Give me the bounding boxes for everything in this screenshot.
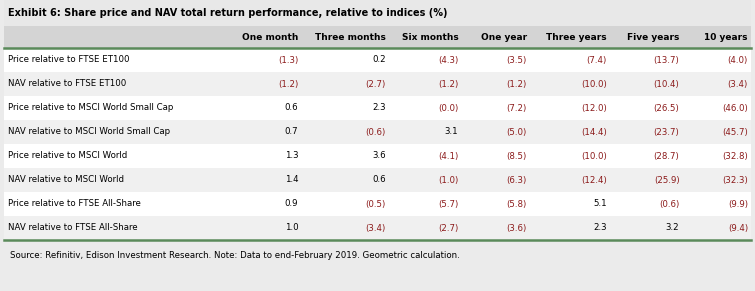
Bar bbox=[4, 0, 751, 26]
Bar bbox=[4, 240, 751, 270]
Text: 3.1: 3.1 bbox=[445, 127, 458, 136]
Text: (3.6): (3.6) bbox=[507, 223, 527, 233]
Text: NAV relative to FTSE All-Share: NAV relative to FTSE All-Share bbox=[8, 223, 137, 233]
Text: (3.5): (3.5) bbox=[507, 56, 527, 65]
Text: (3.4): (3.4) bbox=[728, 79, 748, 88]
Text: Price relative to FTSE All-Share: Price relative to FTSE All-Share bbox=[8, 200, 141, 208]
Text: (8.5): (8.5) bbox=[507, 152, 527, 161]
Text: (0.6): (0.6) bbox=[365, 127, 386, 136]
Text: 3.2: 3.2 bbox=[666, 223, 680, 233]
Text: (28.7): (28.7) bbox=[654, 152, 680, 161]
Text: (5.7): (5.7) bbox=[438, 200, 458, 208]
Text: (7.4): (7.4) bbox=[587, 56, 607, 65]
Text: (23.7): (23.7) bbox=[654, 127, 680, 136]
Text: NAV relative to FTSE ET100: NAV relative to FTSE ET100 bbox=[8, 79, 126, 88]
Text: One month: One month bbox=[242, 33, 298, 42]
Text: 2.3: 2.3 bbox=[593, 223, 607, 233]
Bar bbox=[4, 144, 751, 168]
Text: Exhibit 6: Share price and NAV total return performance, relative to indices (%): Exhibit 6: Share price and NAV total ret… bbox=[8, 8, 448, 18]
Text: NAV relative to MSCI World: NAV relative to MSCI World bbox=[8, 175, 124, 184]
Text: (1.2): (1.2) bbox=[278, 79, 298, 88]
Text: 3.6: 3.6 bbox=[372, 152, 386, 161]
Text: (0.0): (0.0) bbox=[438, 104, 458, 113]
Text: Price relative to FTSE ET100: Price relative to FTSE ET100 bbox=[8, 56, 130, 65]
Text: (10.4): (10.4) bbox=[654, 79, 680, 88]
Text: 1.4: 1.4 bbox=[285, 175, 298, 184]
Bar bbox=[4, 168, 751, 192]
Text: Three years: Three years bbox=[547, 33, 607, 42]
Text: 1.3: 1.3 bbox=[285, 152, 298, 161]
Text: (25.9): (25.9) bbox=[654, 175, 680, 184]
Text: (0.6): (0.6) bbox=[659, 200, 680, 208]
Text: (4.3): (4.3) bbox=[438, 56, 458, 65]
Text: (32.8): (32.8) bbox=[723, 152, 748, 161]
Text: (26.5): (26.5) bbox=[654, 104, 680, 113]
Text: (0.5): (0.5) bbox=[365, 200, 386, 208]
Text: Six months: Six months bbox=[402, 33, 458, 42]
Text: (1.2): (1.2) bbox=[438, 79, 458, 88]
Text: One year: One year bbox=[481, 33, 527, 42]
Text: (7.2): (7.2) bbox=[507, 104, 527, 113]
Text: (9.4): (9.4) bbox=[728, 223, 748, 233]
Text: 0.2: 0.2 bbox=[372, 56, 386, 65]
Text: (12.4): (12.4) bbox=[581, 175, 607, 184]
Text: (14.4): (14.4) bbox=[581, 127, 607, 136]
Text: Price relative to MSCI World: Price relative to MSCI World bbox=[8, 152, 128, 161]
Text: Five years: Five years bbox=[627, 33, 680, 42]
Bar bbox=[4, 48, 751, 72]
Text: (4.1): (4.1) bbox=[438, 152, 458, 161]
Text: (10.0): (10.0) bbox=[581, 79, 607, 88]
Bar bbox=[4, 192, 751, 216]
Text: (5.0): (5.0) bbox=[507, 127, 527, 136]
Text: (45.7): (45.7) bbox=[723, 127, 748, 136]
Text: (2.7): (2.7) bbox=[438, 223, 458, 233]
Bar bbox=[4, 26, 751, 48]
Text: (1.2): (1.2) bbox=[507, 79, 527, 88]
Text: Source: Refinitiv, Edison Investment Research. Note: Data to end-February 2019. : Source: Refinitiv, Edison Investment Res… bbox=[10, 251, 460, 260]
Text: (1.3): (1.3) bbox=[278, 56, 298, 65]
Text: 0.6: 0.6 bbox=[285, 104, 298, 113]
Text: (4.0): (4.0) bbox=[728, 56, 748, 65]
Bar bbox=[4, 216, 751, 240]
Bar bbox=[4, 96, 751, 120]
Text: 5.1: 5.1 bbox=[593, 200, 607, 208]
Text: (1.0): (1.0) bbox=[438, 175, 458, 184]
Text: (2.7): (2.7) bbox=[365, 79, 386, 88]
Text: 0.9: 0.9 bbox=[285, 200, 298, 208]
Text: (12.0): (12.0) bbox=[581, 104, 607, 113]
Text: Price relative to MSCI World Small Cap: Price relative to MSCI World Small Cap bbox=[8, 104, 174, 113]
Text: (10.0): (10.0) bbox=[581, 152, 607, 161]
Text: Three months: Three months bbox=[315, 33, 386, 42]
Text: (32.3): (32.3) bbox=[723, 175, 748, 184]
Text: (3.4): (3.4) bbox=[365, 223, 386, 233]
Text: (46.0): (46.0) bbox=[723, 104, 748, 113]
Text: (9.9): (9.9) bbox=[728, 200, 748, 208]
Text: (5.8): (5.8) bbox=[507, 200, 527, 208]
Text: 10 years: 10 years bbox=[704, 33, 748, 42]
Text: (13.7): (13.7) bbox=[654, 56, 680, 65]
Bar bbox=[4, 120, 751, 144]
Text: (6.3): (6.3) bbox=[507, 175, 527, 184]
Text: 0.7: 0.7 bbox=[285, 127, 298, 136]
Bar bbox=[4, 72, 751, 96]
Text: 0.6: 0.6 bbox=[372, 175, 386, 184]
Text: 2.3: 2.3 bbox=[372, 104, 386, 113]
Text: 1.0: 1.0 bbox=[285, 223, 298, 233]
Text: NAV relative to MSCI World Small Cap: NAV relative to MSCI World Small Cap bbox=[8, 127, 170, 136]
